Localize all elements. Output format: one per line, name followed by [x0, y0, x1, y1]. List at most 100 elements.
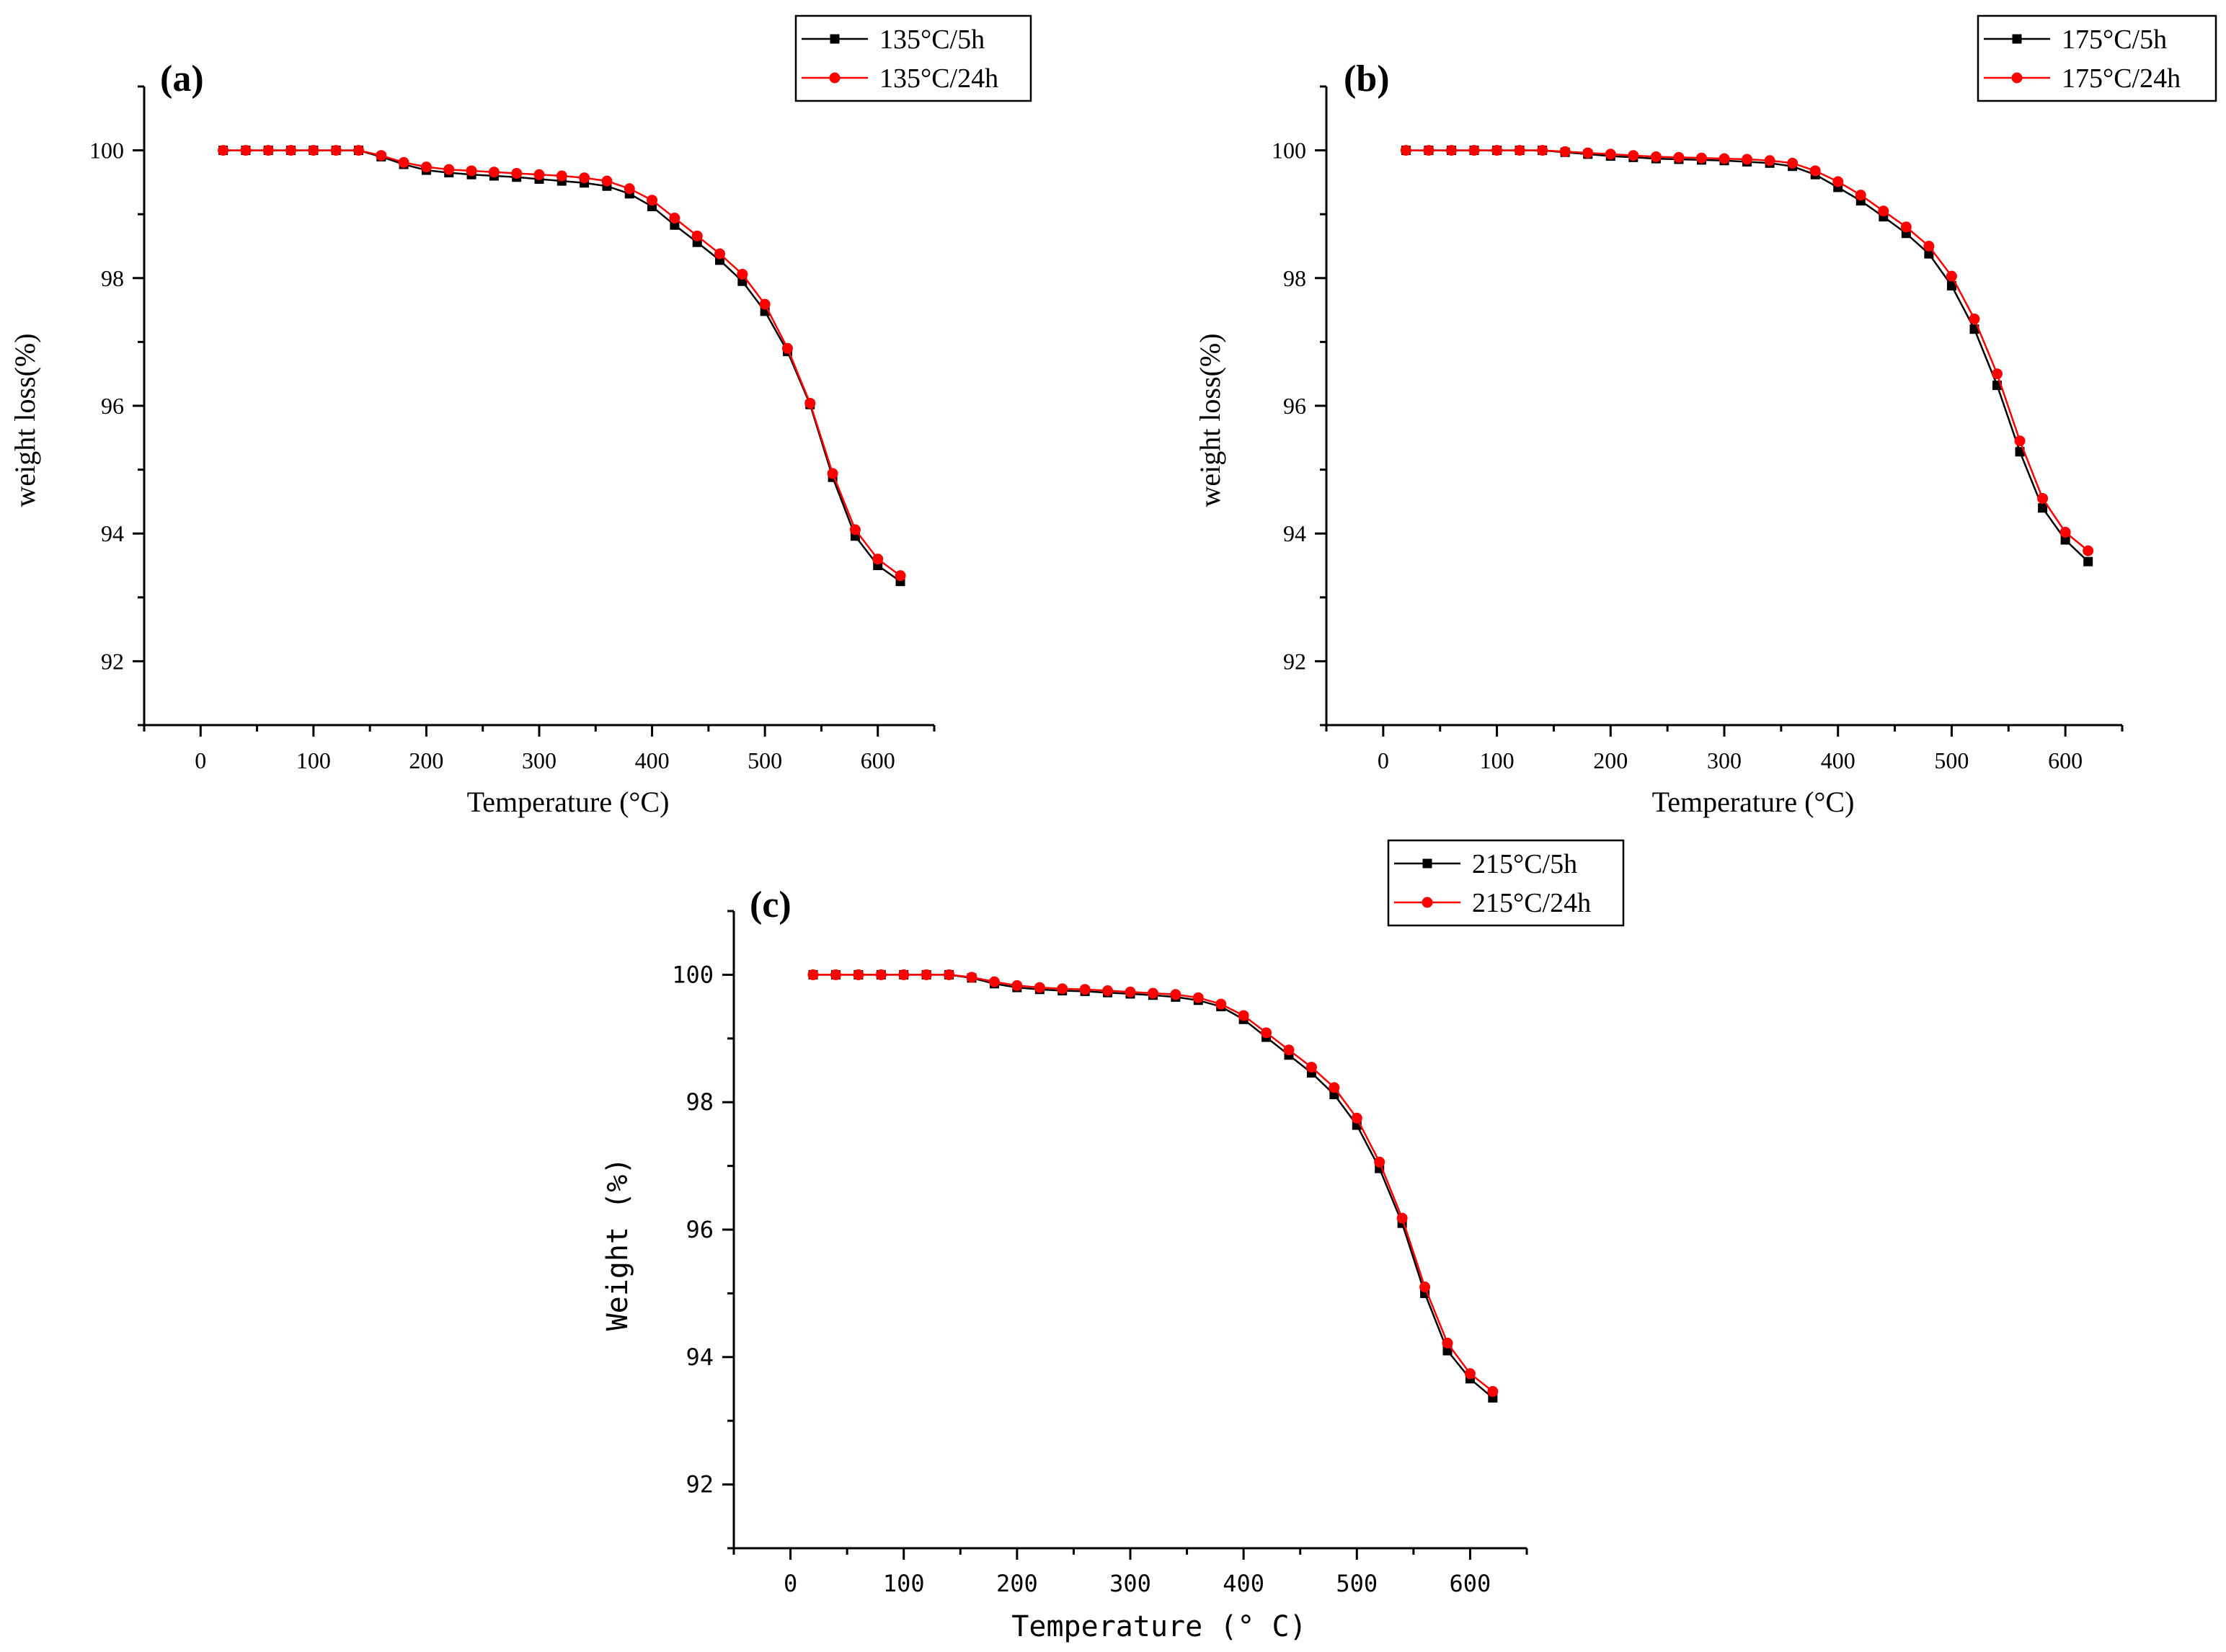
data-point: [1445, 145, 1457, 156]
x-axis-label: Temperature (°C): [1652, 786, 1855, 818]
data-point: [1102, 985, 1114, 996]
data-point: [1351, 1112, 1362, 1124]
data-point: [1034, 982, 1045, 993]
panel-label: (c): [750, 884, 791, 925]
legend-entry: 175°C/24h: [2062, 63, 2181, 94]
legend-swatch-marker: [830, 34, 840, 44]
data-point: [1464, 1368, 1476, 1380]
x-axis-label: Temperature (° C): [1011, 1610, 1306, 1643]
data-point: [1374, 1156, 1385, 1168]
data-point: [988, 976, 1000, 987]
x-tick-label: 600: [2048, 747, 2083, 773]
y-tick-label: 94: [1283, 520, 1306, 546]
data-point: [737, 268, 748, 280]
legend-entry: 215°C/5h: [1472, 849, 1577, 879]
x-tick-label: 100: [1480, 747, 1515, 773]
data-point: [1329, 1082, 1340, 1093]
data-point: [1650, 151, 1662, 162]
data-point: [1011, 980, 1023, 991]
series-5h: [218, 146, 905, 587]
data-point: [1719, 153, 1730, 164]
data-point: [262, 145, 274, 156]
data-point: [1170, 989, 1181, 1000]
legend-box: [1387, 839, 1625, 927]
data-point: [1423, 145, 1435, 156]
data-point: [601, 175, 613, 187]
data-point: [376, 150, 387, 161]
legend-swatch-marker: [1422, 858, 1432, 869]
data-point: [1742, 154, 1753, 165]
y-tick-label: 100: [89, 138, 124, 164]
data-point: [966, 972, 977, 983]
x-tick-label: 200: [409, 747, 443, 773]
x-tick-label: 500: [1934, 747, 1969, 773]
data-point: [1400, 145, 1411, 156]
data-point: [579, 172, 590, 184]
data-point: [1305, 1062, 1317, 1073]
y-tick-label: 94: [101, 520, 124, 546]
series-line: [1406, 149, 2089, 563]
series-line: [813, 974, 1494, 1393]
y-tick-label: 96: [686, 1216, 714, 1243]
data-point: [398, 156, 409, 168]
legend-entry: 215°C/24h: [1472, 888, 1591, 918]
data-point: [2037, 492, 2049, 504]
x-tick-label: 400: [1821, 747, 1855, 773]
legend: 135°C/5h 135°C/24h: [794, 14, 1032, 102]
data-point: [1969, 314, 1980, 325]
data-point: [1442, 1346, 1453, 1356]
y-tick-label: 92: [686, 1471, 714, 1498]
data-point: [830, 969, 841, 980]
data-point: [2083, 545, 2094, 556]
data-point: [443, 164, 455, 175]
y-tick-label: 98: [686, 1088, 714, 1116]
x-tick-label: 300: [522, 747, 556, 773]
data-point: [1673, 151, 1685, 163]
x-tick-label: 400: [1223, 1570, 1264, 1597]
data-point: [781, 342, 793, 354]
data-point: [1605, 148, 1616, 160]
data-point: [1787, 157, 1799, 169]
data-point: [1832, 176, 1844, 187]
data-point: [1923, 241, 1935, 252]
series-5h: [808, 969, 1498, 1403]
data-point: [759, 298, 771, 310]
data-point: [804, 397, 816, 409]
data-point: [308, 145, 319, 156]
data-point: [556, 170, 567, 182]
x-tick-label: 500: [748, 747, 782, 773]
data-point: [1468, 145, 1480, 156]
series-24h: [807, 969, 1499, 1398]
x-tick-label: 200: [996, 1570, 1038, 1597]
data-point: [511, 167, 523, 179]
x-tick-label: 300: [1707, 747, 1742, 773]
data-point: [1147, 987, 1158, 999]
data-point: [352, 145, 364, 156]
data-point: [1491, 145, 1503, 156]
data-point: [466, 165, 477, 177]
data-point: [1079, 984, 1091, 995]
data-point: [1487, 1386, 1499, 1398]
x-tick-label: 300: [1109, 1570, 1151, 1597]
chart-panel-c: 0 100 200 300 400 500 600 92 94 96 98 100 Temperatur…: [601, 839, 1625, 1643]
x-axis-label: Temperature (°C): [467, 786, 670, 818]
legend: 215°C/5h 215°C/24h: [1387, 839, 1625, 927]
data-point: [898, 969, 910, 980]
legend-entry: 135°C/24h: [879, 63, 998, 94]
y-tick-label: 96: [1283, 393, 1306, 419]
data-point: [714, 248, 726, 259]
data-point: [1215, 998, 1227, 1010]
data-point: [330, 145, 342, 156]
x-tick-label: 0: [195, 747, 206, 773]
y-tick-label: 98: [1283, 265, 1306, 291]
series-24h: [218, 145, 906, 582]
data-point: [2015, 447, 2025, 457]
data-point: [1396, 1212, 1408, 1224]
data-point: [2038, 503, 2048, 513]
y-tick-label: 98: [101, 265, 124, 291]
legend-swatch-marker: [1422, 897, 1433, 908]
legend-box: [794, 14, 1032, 102]
data-point: [1900, 221, 1912, 233]
y-tick-label: 100: [672, 961, 714, 988]
data-point: [827, 468, 838, 479]
